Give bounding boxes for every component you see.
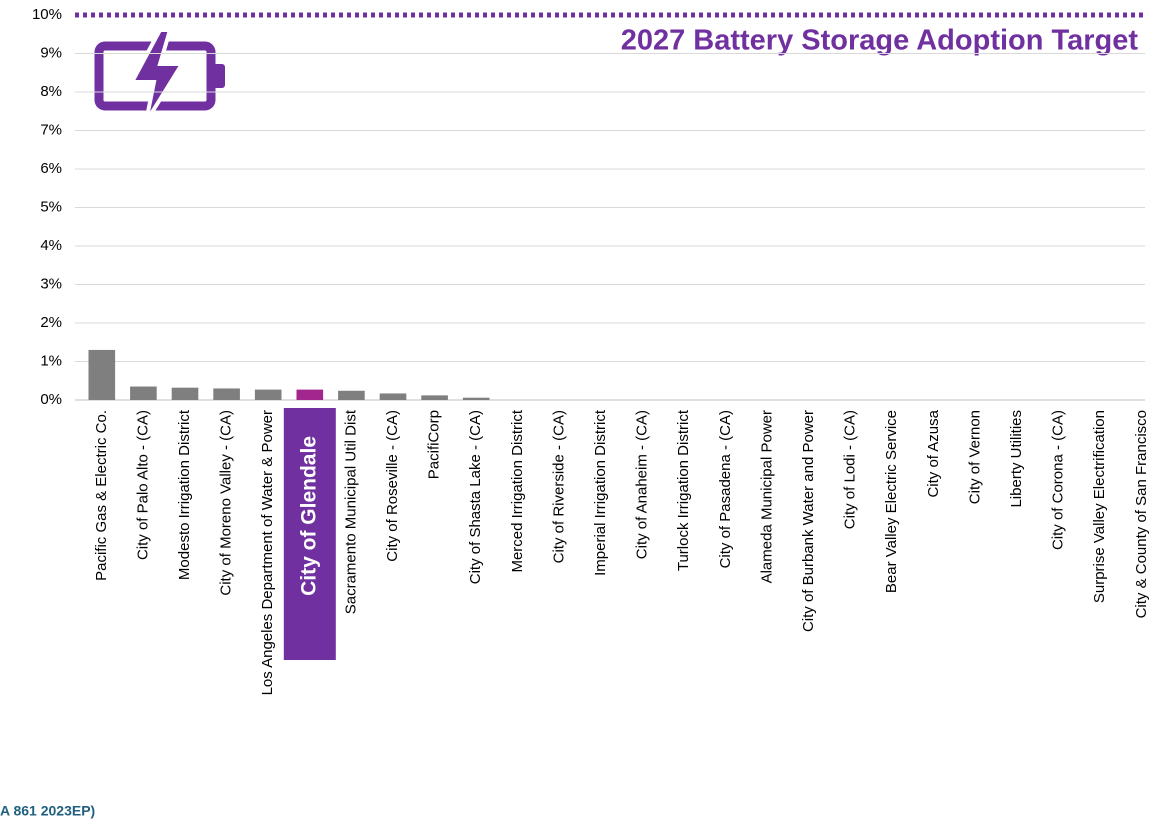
x-tick-label: Imperial Irrigation District (592, 409, 609, 576)
bar (296, 389, 324, 400)
y-tick-label: 5% (40, 198, 62, 215)
x-tick-label: Pacific Gas & Electric Co. (93, 410, 110, 581)
bar (88, 349, 116, 400)
y-tick-label: 7% (40, 121, 62, 138)
x-tick-label: City of Vernon (966, 410, 983, 504)
lightning-bolt (128, 28, 186, 124)
bar (254, 389, 282, 400)
x-tick-label: City of Shasta Lake - (CA) (467, 410, 484, 584)
bar (379, 393, 407, 400)
x-tick-label: Merced Irrigation District (509, 409, 526, 572)
y-tick-label: 3% (40, 275, 62, 292)
x-tick-label: Turlock Irrigation District (675, 409, 692, 571)
x-tick-label: City of Corona - (CA) (1050, 410, 1067, 550)
x-tick-label: City & County of San Francisco (1133, 410, 1150, 618)
bar (213, 388, 240, 400)
x-tick-label: City of Pasadena - (CA) (717, 410, 734, 568)
x-tick-label: City of Burbank Water and Power (800, 410, 817, 632)
y-tick-label: 9% (40, 44, 62, 61)
battery-icon (94, 28, 225, 124)
battery-tip (211, 64, 225, 88)
x-tick-label: City of Azusa (925, 409, 942, 497)
bar (338, 390, 365, 400)
x-tick-label: City of Anaheim - (CA) (634, 410, 651, 559)
bar (130, 386, 157, 400)
x-tick-label: City of Moreno Valley - (CA) (218, 410, 235, 596)
bar (462, 397, 490, 400)
x-tick-label: Bear Valley Electric Service (883, 410, 900, 593)
x-tick-label: Surprise Valley Electrification (1091, 410, 1108, 603)
x-tick-label: Sacramento Municipal Util Dist (342, 409, 359, 614)
x-tick-label: City of Riverside - (CA) (550, 410, 567, 563)
y-tick-label: 8% (40, 83, 62, 100)
x-tick-label: Los Angeles Department of Water & Power (259, 410, 276, 695)
x-tick-label: Alameda Municipal Power (758, 410, 775, 583)
highlight-label-box (283, 408, 336, 660)
x-tick-label: Modesto Irrigation District (176, 409, 193, 580)
y-tick-label: 10% (32, 6, 62, 23)
y-tick-label: 2% (40, 314, 62, 331)
x-tick-label: Liberty Utilities (1008, 410, 1025, 508)
bar (171, 387, 199, 400)
chart-title: 2027 Battery Storage Adoption Target (621, 25, 1139, 57)
y-tick-label: 0% (40, 391, 62, 408)
y-tick-label: 6% (40, 160, 62, 177)
x-tick-label: City of Lodi - (CA) (842, 410, 859, 529)
x-tick-label: City of Roseville - (CA) (384, 410, 401, 562)
y-tick-label: 1% (40, 352, 62, 369)
source-note: A 861 2023EP) (0, 803, 95, 819)
y-tick-label: 4% (40, 237, 62, 254)
x-tick-label: City of Glendale (297, 436, 320, 596)
x-tick-label: City of Palo Alto - (CA) (134, 410, 151, 560)
bar (421, 395, 448, 400)
x-tick-label: PacifiCorp (426, 410, 443, 479)
